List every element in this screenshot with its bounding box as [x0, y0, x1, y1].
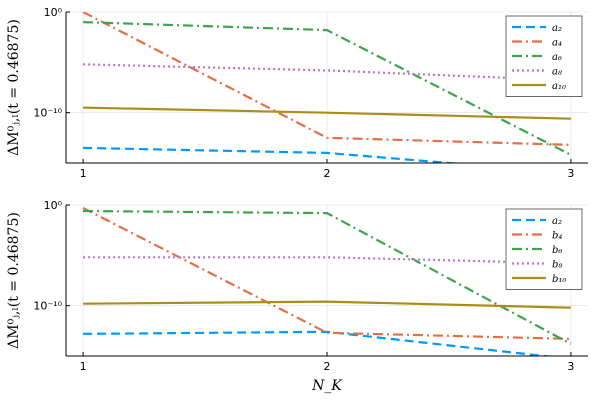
legend-label-3: a₆	[552, 52, 562, 63]
series-line-5	[83, 106, 571, 120]
y-tick-label: 10⁰	[44, 199, 63, 212]
x-tick-label: 1	[80, 167, 87, 180]
chart-panel-1: 1 2 3 10⁻¹⁰ 10⁰ ΔM⁰ⱼ,ₗ(t = 0.46875) a₂ a₄ a₆ a₈ a₁…	[6, 6, 588, 180]
y-tick-label: 10⁻¹⁰	[33, 107, 62, 120]
x-tick-label: 2	[324, 360, 331, 373]
legend: a₂ a₄ a₆ a₈ a₁₀	[505, 15, 583, 97]
x-tick-label: 1	[80, 360, 87, 373]
legend-label-1: a₂	[552, 23, 562, 34]
legend-label-5: b₁₀	[552, 274, 566, 285]
series-line-4	[83, 63, 571, 82]
x-tick-label: 2	[324, 167, 331, 180]
legend-label-3: b₆	[552, 245, 562, 256]
series-line-3	[83, 209, 572, 345]
series-line-1	[83, 330, 554, 356]
legend: a₂ b₄ b₆ b₈ b₁₀	[505, 208, 583, 290]
y-tick-label: 10⁰	[44, 6, 63, 19]
legend-label-5: a₁₀	[552, 81, 566, 92]
legend-label-4: a₈	[552, 67, 562, 78]
x-tick-label: 3	[567, 360, 574, 373]
legend-label-2: b₄	[552, 231, 562, 242]
chart-panel-2: 1 2 3 10⁻¹⁰ 10⁰ ΔM⁰ⱼ,ₗ(t = 0.46875) N_K a₂ b₄ b₆ b…	[6, 199, 588, 394]
legend-label-1: a₂	[552, 216, 562, 227]
series-line-2	[82, 12, 571, 146]
y-axis-label: ΔM⁰ⱼ,ₗ(t = 0.46875)	[6, 19, 22, 156]
x-tick-label: 3	[567, 167, 574, 180]
series-line-5	[83, 300, 571, 309]
series-line-4	[83, 256, 571, 265]
legend-label-2: a₄	[552, 38, 562, 49]
y-axis-label: ΔM⁰ⱼ,ₗ(t = 0.46875)	[6, 212, 22, 349]
series-line-3	[83, 21, 572, 156]
series-line-1	[83, 146, 463, 163]
x-axis-label: N_K	[311, 378, 343, 394]
y-tick-label: 10⁻¹⁰	[33, 300, 62, 313]
legend-label-4: b₈	[552, 260, 562, 271]
